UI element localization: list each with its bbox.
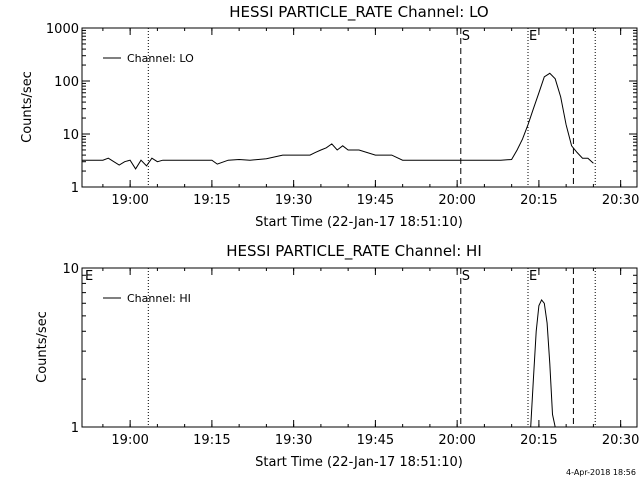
time-marker-label: S [462, 269, 470, 284]
axis-ticks: 19:00 19:15 19:30 19:45 20:00 20:15 20:30 1 10 [62, 262, 639, 448]
legend: Channel: HI [103, 292, 191, 305]
y-tick-label: 10 [62, 262, 79, 277]
y-tick-label: 1 [71, 181, 79, 196]
chart-lo-channel: HESSI PARTICLE_RATE Channel: LO Counts/s… [20, 3, 639, 230]
time-marker-label: E [529, 269, 537, 284]
chart-hi-channel: HESSI PARTICLE_RATE Channel: HI Counts/s… [35, 242, 639, 470]
x-tick-label: 19:15 [193, 433, 230, 448]
plot-frame [81, 267, 638, 428]
time-marker-label: E [85, 269, 93, 284]
legend: Channel: LO [103, 52, 194, 65]
x-axis-label: Start Time (22-Jan-17 18:51:10) [255, 215, 463, 230]
x-tick-label: 20:00 [438, 193, 475, 208]
axis-ticks: 19:00 19:15 19:30 19:45 20:00 20:15 20:30 1 10 10… [46, 22, 639, 208]
x-tick-label: 19:15 [193, 193, 230, 208]
data-series [82, 72, 594, 170]
y-tick-label: 10 [62, 128, 79, 143]
legend-entry: Channel: LO [127, 52, 194, 65]
y-tick-label: 1000 [46, 22, 79, 37]
time-marker-label: S [462, 29, 470, 44]
x-tick-label: 19:30 [275, 433, 312, 448]
plot-frame [81, 27, 638, 188]
x-tick-label: 20:15 [520, 433, 557, 448]
chart-title: HESSI PARTICLE_RATE Channel: LO [229, 3, 488, 22]
chart-title: HESSI PARTICLE_RATE Channel: HI [226, 242, 482, 261]
x-tick-label: 19:30 [275, 193, 312, 208]
series-line [82, 72, 594, 170]
legend-entry: Channel: HI [127, 292, 191, 305]
time-marker-label: E [529, 29, 537, 44]
x-tick-label: 20:15 [520, 193, 557, 208]
x-axis-label: Start Time (22-Jan-17 18:51:10) [255, 455, 463, 470]
x-tick-label: 19:45 [357, 433, 394, 448]
x-tick-label: 19:00 [111, 193, 148, 208]
x-tick-label: 19:00 [111, 433, 148, 448]
y-tick-label: 100 [54, 75, 79, 90]
series-line [530, 298, 556, 428]
y-axis-label: Counts/sec [20, 71, 35, 143]
footer-timestamp: 4-Apr-2018 18:56 [566, 468, 636, 477]
x-tick-label: 19:45 [357, 193, 394, 208]
x-tick-label: 20:30 [602, 193, 639, 208]
data-series [530, 298, 556, 428]
y-tick-label: 1 [71, 421, 79, 436]
x-tick-label: 20:30 [602, 433, 639, 448]
y-axis-label: Counts/sec [35, 311, 50, 383]
x-tick-label: 20:00 [438, 433, 475, 448]
